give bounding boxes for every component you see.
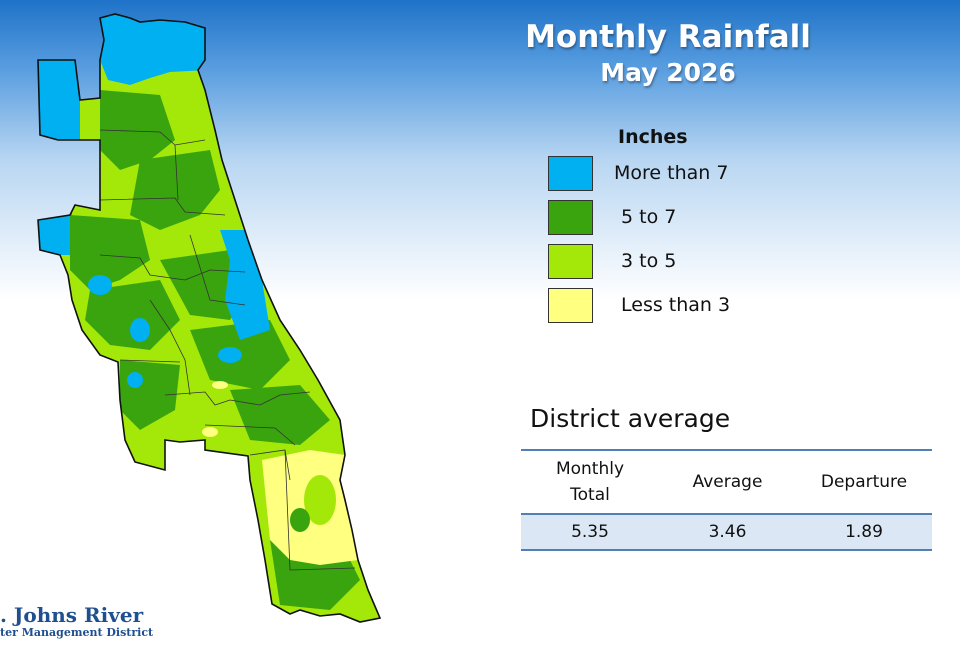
table-cell: 3.46 [659, 514, 796, 551]
map-subtitle: May 2026 [600, 58, 736, 87]
agency-logo: . Johns River ter Management District [0, 604, 153, 640]
rainfall-map [0, 0, 400, 648]
logo-line-2: ter Management District [0, 626, 154, 639]
legend-label: 3 to 5 [621, 250, 677, 272]
legend-item-less-than-3: Less than 3 [548, 288, 808, 324]
table-header-row: Monthly Total Average Departure [521, 449, 932, 515]
table-cell: 1.89 [796, 514, 932, 551]
legend-swatch-blue [548, 156, 593, 191]
legend-swatch-yellow [548, 288, 593, 323]
district-average-title: District average [530, 404, 731, 433]
legend-label: More than 7 [614, 162, 729, 184]
column-header: Departure [796, 449, 932, 515]
legend-item-5-to-7: 5 to 7 [548, 200, 808, 236]
district-average-table: Monthly Total Average Departure 5.35 3.4… [521, 449, 932, 551]
legend-swatch-dark-green [548, 200, 593, 235]
map-title: Monthly Rainfall [525, 19, 811, 55]
legend-item-more-than-7: More than 7 [548, 156, 808, 192]
table-cell: 5.35 [521, 514, 659, 551]
column-header: Average [659, 449, 796, 515]
legend-swatch-light-green [548, 244, 593, 279]
legend-label: 5 to 7 [621, 206, 677, 228]
map-title-block: Monthly Rainfall May 2026 [500, 18, 836, 90]
district-map-svg [37, 13, 382, 623]
legend-title: Inches [618, 126, 688, 148]
legend: Inches More than 7 5 to 7 3 to 5 Less th… [548, 126, 808, 323]
column-header: Monthly Total [521, 449, 659, 515]
legend-item-3-to-5: 3 to 5 [548, 244, 808, 280]
legend-label: Less than 3 [621, 294, 731, 316]
table-row: 5.35 3.46 1.89 [521, 514, 932, 551]
logo-line-1: . Johns River [0, 603, 144, 627]
